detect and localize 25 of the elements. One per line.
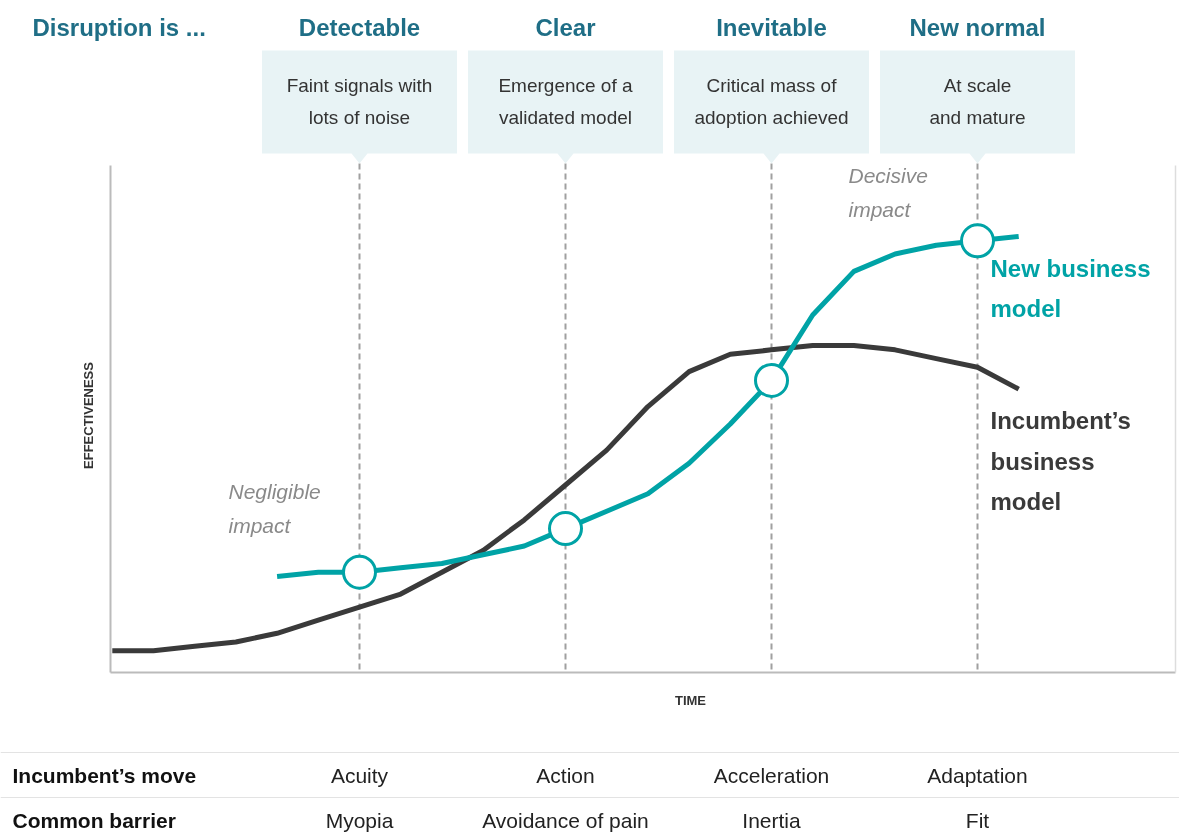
- x-tick-label: Inevitable: [716, 14, 827, 41]
- text: Incumbent’s move: [12, 764, 197, 787]
- ref-line-label: Faint signals with lots of noise: [286, 75, 433, 128]
- text: Common barrier: [12, 809, 176, 832]
- x-tick-label: Clear: [535, 14, 596, 41]
- text: Adaptation: [927, 764, 1028, 787]
- text: Acuity: [330, 764, 389, 787]
- text: Decisive impact: [848, 163, 928, 222]
- ref-line-label: Critical mass of adoption achieved: [694, 75, 849, 128]
- text: Fit: [965, 809, 990, 832]
- text: Acceleration: [713, 764, 830, 787]
- series-label: Incumbent’s business model: [990, 407, 1131, 516]
- text: Inertia: [742, 809, 801, 832]
- ref-line-label: Emergence of a validated model: [498, 75, 633, 128]
- annotation: Negligible impact: [228, 479, 321, 538]
- x-axis-title: TIME: [674, 693, 707, 708]
- text: Disruption is ...: [32, 14, 206, 41]
- x-tick-label: Detectable: [298, 14, 421, 41]
- text: Avoidance of pain: [482, 809, 649, 832]
- text: Myopia: [325, 809, 394, 832]
- text: Action: [536, 764, 595, 787]
- y-axis-title: EFFECTIVENESS: [81, 361, 96, 469]
- x-tick-label: New normal: [909, 14, 1046, 41]
- series-label: New business model: [990, 254, 1151, 322]
- ref-line-label: At scale and mature: [929, 75, 1026, 128]
